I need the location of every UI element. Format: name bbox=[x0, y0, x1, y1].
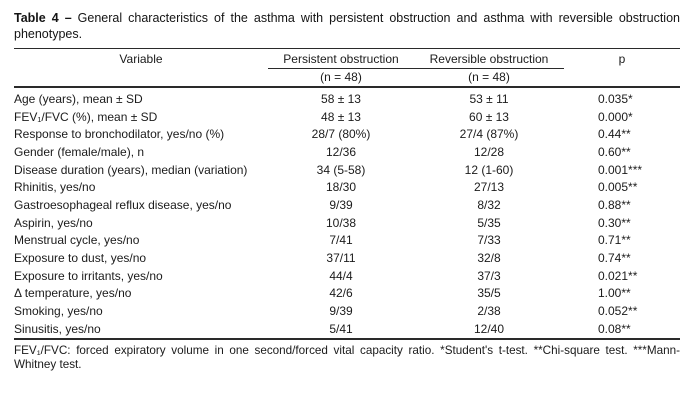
cell-persistent: 10/38 bbox=[325, 215, 357, 230]
col-header-reversible-obstruction: Reversible obstruction bbox=[414, 48, 564, 69]
cell-reversible: 53 ± 11 bbox=[469, 91, 509, 106]
cell-reversible: 37/3 bbox=[477, 268, 501, 283]
cell-variable: Age (years), mean ± SD bbox=[14, 91, 143, 106]
cell-persistent: 18/30 bbox=[325, 180, 357, 195]
cell-p-value: 0.001*** bbox=[598, 162, 643, 177]
table-row: Aspirin, yes/no 10/38 5/35 0.30** bbox=[14, 214, 680, 232]
col-header-persistent-obstruction: Persistent obstruction bbox=[268, 48, 414, 69]
table-row: Menstrual cycle, yes/no 7/41 7/33 0.71** bbox=[14, 232, 680, 250]
table-caption: Table 4 – General characteristics of the… bbox=[14, 11, 680, 42]
cell-p-value: 0.30** bbox=[598, 215, 631, 230]
cell-reversible: 27/4 (87%) bbox=[459, 127, 519, 142]
cell-variable: Exposure to irritants, yes/no bbox=[14, 268, 163, 283]
cell-persistent: 44/4 bbox=[329, 268, 353, 283]
table-row: Smoking, yes/no 9/39 2/38 0.052** bbox=[14, 302, 680, 320]
cell-persistent: 58 ± 13 bbox=[321, 91, 361, 106]
cell-variable: Menstrual cycle, yes/no bbox=[14, 233, 140, 248]
cell-variable: Gender (female/male), n bbox=[14, 144, 145, 159]
cell-reversible: 12/40 bbox=[414, 319, 564, 340]
cell-persistent: 9/39 bbox=[329, 197, 353, 212]
table-row: FEV₁/FVC (%), mean ± SD 48 ± 13 60 ± 13 … bbox=[14, 108, 680, 126]
table-row: Gender (female/male), n 12/36 12/28 0.60… bbox=[14, 143, 680, 161]
cell-p-value: 0.44** bbox=[598, 127, 631, 142]
cell-reversible: 8/32 bbox=[477, 197, 501, 212]
cell-variable: Gastroesophageal reflux disease, yes/no bbox=[14, 197, 232, 212]
table-row: Δ temperature, yes/no 42/6 35/5 1.00** bbox=[14, 285, 680, 303]
persistent-n-label: (n = 48) bbox=[268, 68, 414, 88]
table-caption-text: General characteristics of the asthma wi… bbox=[14, 11, 680, 41]
cell-variable: Exposure to dust, yes/no bbox=[14, 251, 147, 266]
cell-variable: Sinusitis, yes/no bbox=[14, 319, 268, 340]
cell-p-value: 0.08** bbox=[564, 319, 680, 340]
cell-variable: Disease duration (years), median (variat… bbox=[14, 162, 248, 177]
cell-reversible: 35/5 bbox=[477, 286, 501, 301]
cell-p-value: 0.71** bbox=[598, 233, 631, 248]
cell-p-value: 0.60** bbox=[598, 144, 631, 159]
cell-p-value: 0.88** bbox=[598, 197, 631, 212]
cell-p-value: 0.005** bbox=[598, 180, 638, 195]
cell-p-value: 1.00** bbox=[598, 286, 631, 301]
table-caption-label: Table 4 – bbox=[14, 11, 72, 25]
cell-reversible: 12 (1-60) bbox=[464, 162, 514, 177]
table-row: Gastroesophageal reflux disease, yes/no … bbox=[14, 196, 680, 214]
empty-cell bbox=[14, 68, 268, 88]
cell-variable: Response to bronchodilator, yes/no (%) bbox=[14, 127, 225, 142]
paper-table-page: Table 4 – General characteristics of the… bbox=[14, 11, 680, 372]
header-row-groups: Variable Persistent obstruction Reversib… bbox=[14, 48, 680, 69]
cell-persistent: 48 ± 13 bbox=[321, 109, 361, 124]
cell-p-value: 0.052** bbox=[598, 304, 638, 319]
table-row: Rhinitis, yes/no 18/30 27/13 0.005** bbox=[14, 178, 680, 196]
cell-persistent: 9/39 bbox=[329, 304, 353, 319]
cell-reversible: 2/38 bbox=[477, 304, 501, 319]
cell-p-value: 0.74** bbox=[598, 251, 631, 266]
reversible-n-label: (n = 48) bbox=[414, 68, 564, 88]
cell-persistent: 42/6 bbox=[329, 286, 353, 301]
table-footnote: FEV₁/FVC: forced expiratory volume in on… bbox=[14, 343, 680, 372]
table-row: Exposure to irritants, yes/no 44/4 37/3 … bbox=[14, 267, 680, 285]
cell-persistent: 5/41 bbox=[268, 319, 414, 340]
table-row: Sinusitis, yes/no 5/41 12/40 0.08** bbox=[14, 319, 680, 340]
cell-persistent: 7/41 bbox=[329, 233, 353, 248]
cell-p-value: 0.000* bbox=[598, 109, 633, 124]
table-row: Exposure to dust, yes/no 37/11 32/8 0.74… bbox=[14, 249, 680, 267]
cell-variable: Rhinitis, yes/no bbox=[14, 180, 96, 195]
characteristics-table: Variable Persistent obstruction Reversib… bbox=[14, 48, 680, 340]
cell-reversible: 27/13 bbox=[473, 180, 505, 195]
col-header-variable: Variable bbox=[14, 48, 268, 69]
cell-variable: FEV₁/FVC (%), mean ± SD bbox=[14, 109, 158, 124]
table-row: Response to bronchodilator, yes/no (%) 2… bbox=[14, 125, 680, 143]
cell-reversible: 32/8 bbox=[477, 251, 501, 266]
cell-reversible: 12/28 bbox=[473, 144, 505, 159]
cell-variable: Smoking, yes/no bbox=[14, 304, 103, 319]
table-row: Disease duration (years), median (variat… bbox=[14, 161, 680, 179]
cell-reversible: 5/35 bbox=[477, 215, 501, 230]
header-row-n: (n = 48) (n = 48) bbox=[14, 68, 680, 88]
cell-p-value: 0.021** bbox=[598, 268, 638, 283]
cell-variable: Aspirin, yes/no bbox=[14, 215, 93, 230]
cell-persistent: 28/7 (80%) bbox=[311, 127, 371, 142]
cell-p-value: 0.035* bbox=[598, 91, 633, 106]
cell-persistent: 12/36 bbox=[325, 144, 357, 159]
cell-persistent: 37/11 bbox=[326, 251, 356, 266]
cell-persistent: 34 (5-58) bbox=[316, 162, 366, 177]
cell-variable: Δ temperature, yes/no bbox=[14, 286, 132, 301]
empty-cell bbox=[564, 68, 680, 88]
table-row: Age (years), mean ± SD 58 ± 13 53 ± 11 0… bbox=[14, 87, 680, 108]
col-header-p-value: p bbox=[564, 48, 680, 69]
cell-reversible: 60 ± 13 bbox=[469, 109, 509, 124]
cell-reversible: 7/33 bbox=[477, 233, 501, 248]
